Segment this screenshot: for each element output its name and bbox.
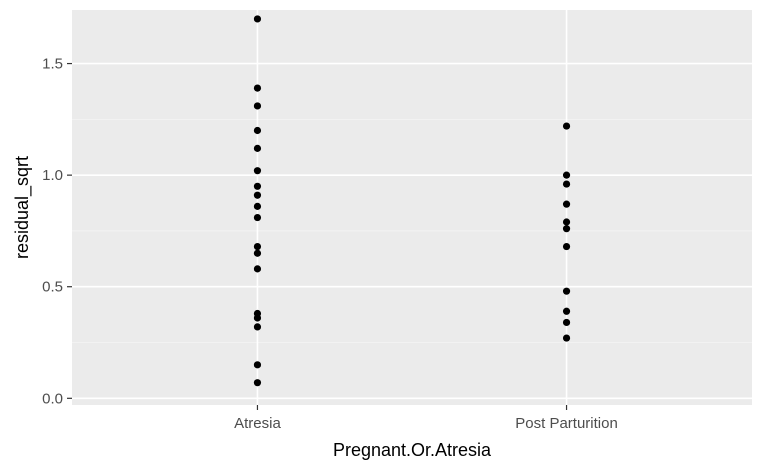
- x-tick-label: Atresia: [234, 415, 281, 432]
- data-point: [562, 334, 571, 342]
- grid-minor: [72, 118, 752, 343]
- y-tick-label: 1.5: [42, 56, 63, 73]
- data-point: [562, 318, 571, 327]
- data-point: [253, 202, 262, 210]
- data-point: [562, 225, 571, 233]
- data-point: [562, 122, 571, 130]
- data-point: [253, 84, 262, 92]
- data-point: [253, 379, 262, 387]
- data-point: [562, 171, 571, 179]
- data-point: [253, 213, 262, 222]
- y-tick-label: 0.0: [42, 390, 63, 407]
- data-point: [253, 191, 262, 199]
- data-point: [253, 265, 262, 273]
- axes: 0.0 0.5 1.0 1.5 Atresia Post Parturition: [42, 56, 618, 432]
- data-point: [562, 242, 571, 251]
- data-point: [253, 323, 262, 331]
- x-tick-label: Post Parturition: [515, 415, 618, 432]
- plot-panel: [72, 10, 752, 405]
- data-point: [253, 314, 262, 322]
- data-point: [253, 249, 262, 257]
- data-point: [253, 15, 262, 23]
- y-tick-label: 1.0: [42, 167, 63, 184]
- y-tick-label: 0.5: [42, 279, 63, 296]
- data-point: [253, 167, 262, 175]
- data-point: [562, 218, 571, 226]
- data-point: [253, 102, 262, 110]
- data-point: [253, 144, 262, 152]
- y-axis-title: residual_sqrt: [12, 156, 33, 259]
- data-point: [562, 307, 571, 315]
- x-axis-title: Pregnant.Or.Atresia: [333, 440, 492, 460]
- data-point: [253, 126, 262, 135]
- data-point: [562, 287, 571, 295]
- data-point: [562, 200, 571, 208]
- data-point: [253, 182, 262, 190]
- data-point: [253, 242, 262, 251]
- data-point: [253, 361, 262, 369]
- data-point: [562, 180, 571, 188]
- data-points: [253, 15, 571, 387]
